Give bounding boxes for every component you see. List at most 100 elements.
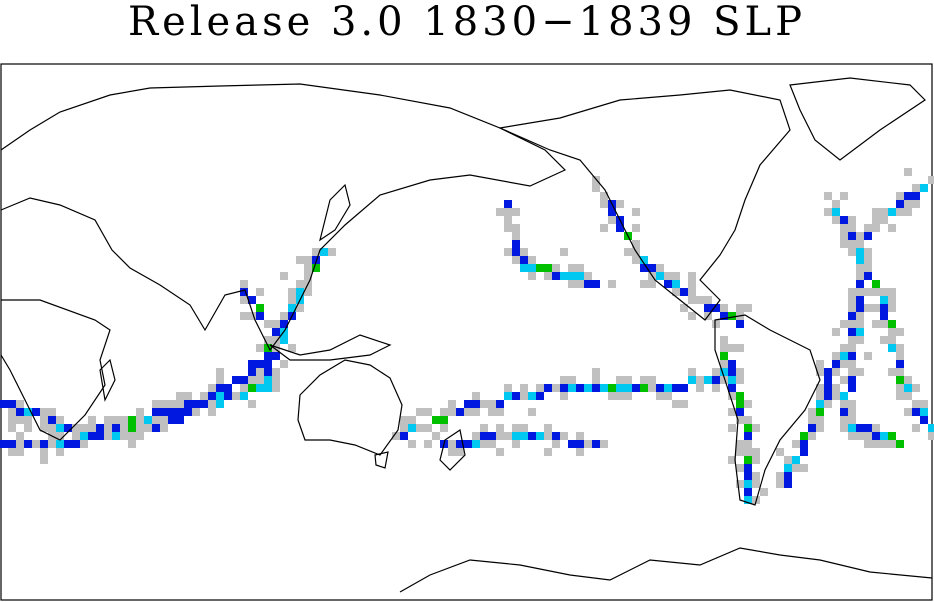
cell <box>256 312 264 320</box>
cell <box>504 248 512 256</box>
cell <box>840 416 848 424</box>
cell <box>872 304 880 312</box>
cell <box>800 440 808 448</box>
cell <box>688 272 696 280</box>
cell <box>848 352 856 360</box>
cell <box>640 280 648 288</box>
cell <box>504 200 512 208</box>
cell <box>440 424 448 432</box>
indonesia <box>269 334 392 361</box>
cell <box>184 400 192 408</box>
cell <box>536 392 544 400</box>
cell <box>312 264 320 272</box>
cell <box>16 432 24 440</box>
cell <box>520 432 528 440</box>
cell <box>816 360 824 368</box>
cell <box>128 440 136 448</box>
cell <box>888 344 896 352</box>
cell <box>856 320 864 328</box>
cell <box>264 368 272 376</box>
cell <box>568 440 576 448</box>
cell <box>640 264 648 272</box>
cell <box>656 384 664 392</box>
cell <box>880 288 888 296</box>
cell <box>400 424 408 432</box>
cell <box>856 296 864 304</box>
cell <box>896 328 904 336</box>
cell <box>728 312 736 320</box>
cell <box>712 320 720 328</box>
cell <box>832 368 840 376</box>
cell <box>304 264 312 272</box>
cell <box>840 240 848 248</box>
cell <box>664 272 672 280</box>
cell <box>880 440 888 448</box>
cell <box>752 480 760 488</box>
cell <box>416 408 424 416</box>
cell <box>856 232 864 240</box>
cell <box>496 400 504 408</box>
cell <box>248 360 256 368</box>
cell <box>296 280 304 288</box>
cell <box>224 392 232 400</box>
cell <box>216 384 224 392</box>
cell <box>608 280 616 288</box>
cell <box>904 208 912 216</box>
cell <box>736 392 744 400</box>
cell <box>920 184 928 192</box>
cell <box>216 376 224 384</box>
cell <box>832 216 840 224</box>
cell <box>696 384 704 392</box>
cell <box>488 408 496 416</box>
cell <box>520 384 528 392</box>
cell <box>584 272 592 280</box>
cell <box>24 416 32 424</box>
cell <box>496 432 504 440</box>
cell <box>496 448 504 456</box>
cell <box>816 392 824 400</box>
cell <box>272 376 280 384</box>
cell <box>512 440 520 448</box>
cell <box>64 440 72 448</box>
cell <box>120 432 128 440</box>
cell <box>8 400 16 408</box>
cell <box>928 176 934 184</box>
cell <box>896 352 904 360</box>
cell <box>840 216 848 224</box>
cell <box>104 424 112 432</box>
cell <box>912 408 920 416</box>
cell <box>472 408 480 416</box>
cell <box>560 376 568 384</box>
cell <box>616 384 624 392</box>
cell <box>472 440 480 448</box>
cell <box>848 248 856 256</box>
cell <box>128 416 136 424</box>
cell <box>856 272 864 280</box>
cell <box>520 248 528 256</box>
cell <box>256 368 264 376</box>
cell <box>528 264 536 272</box>
cell <box>880 336 888 344</box>
cell <box>848 224 856 232</box>
japan <box>319 183 351 242</box>
cell <box>784 480 792 488</box>
cell <box>136 432 144 440</box>
cell <box>648 280 656 288</box>
cell <box>448 408 456 416</box>
cell <box>432 432 440 440</box>
cell <box>504 224 512 232</box>
cell <box>840 352 848 360</box>
cell <box>832 384 840 392</box>
cell <box>16 400 24 408</box>
cell <box>888 440 896 448</box>
cell <box>608 216 616 224</box>
cell <box>88 416 96 424</box>
cell <box>904 392 912 400</box>
cell <box>288 344 296 352</box>
cell <box>816 424 824 432</box>
cell <box>256 384 264 392</box>
cell <box>824 192 832 200</box>
cell <box>600 192 608 200</box>
cell <box>472 432 480 440</box>
